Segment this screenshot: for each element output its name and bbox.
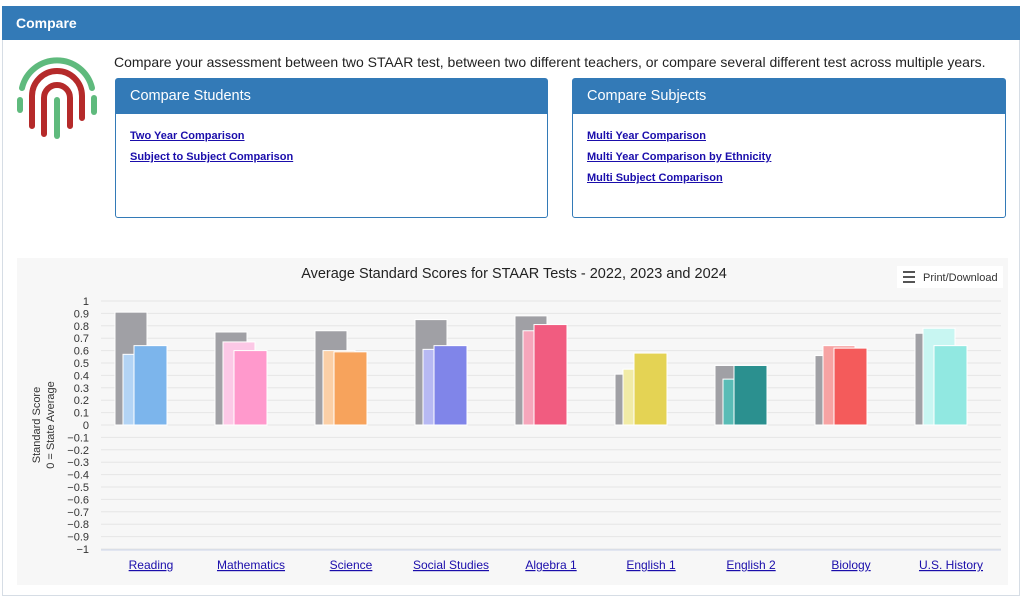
bar: [533, 324, 568, 426]
y-tick-label: 1: [83, 296, 89, 308]
bar: [733, 364, 768, 426]
x-tick-label[interactable]: English 1: [626, 558, 676, 572]
y-tick-label: 0.4: [74, 370, 89, 382]
y-tick-label: 0.5: [74, 358, 89, 370]
y-tick-label: 0.1: [74, 408, 89, 420]
panel: Compare Subjects Multi Year Comparison M…: [572, 78, 1006, 218]
y-tick-label: −0.6: [67, 494, 89, 506]
description: Compare your assessment between two STAA…: [114, 54, 986, 70]
y-tick-label: −0.7: [67, 507, 89, 519]
y-tick-label: 0.7: [74, 333, 89, 345]
fingerprint-icon: [17, 57, 97, 139]
y-tick-label: −0.4: [67, 470, 89, 482]
y-tick-label: 0.8: [74, 321, 89, 333]
x-tick-label[interactable]: Biology: [831, 558, 870, 572]
button-label[interactable]: Print/Download: [923, 272, 998, 284]
print-button[interactable]: Print/Download: [897, 266, 1003, 288]
y-tick-label: −0.8: [67, 519, 89, 531]
x-tick-label[interactable]: Social Studies: [413, 558, 489, 572]
bar: [133, 345, 168, 426]
link[interactable]: Multi Subject Comparison: [587, 172, 723, 184]
y-tick-label: −0.3: [67, 457, 89, 469]
header: Compare: [2, 6, 1020, 40]
y-tick-label: 0.9: [74, 308, 89, 320]
button-bg[interactable]: [897, 266, 1003, 288]
panel-title: Compare Students: [116, 79, 547, 114]
bar: [433, 345, 468, 426]
y-tick-label: −0.5: [67, 482, 89, 494]
bar: [233, 350, 268, 426]
y-axis-label: Standard Score: [31, 387, 43, 463]
bar: [833, 347, 868, 426]
x-tick-label[interactable]: English 2: [726, 558, 776, 572]
link[interactable]: Multi Year Comparison: [587, 130, 706, 142]
y-tick-label: −0.1: [67, 432, 89, 444]
bar: [633, 352, 668, 426]
x-tick-label[interactable]: Reading: [129, 558, 174, 572]
y-tick-label: −0.2: [67, 445, 89, 457]
chart-title: Average Standard Scores for STAAR Tests …: [301, 266, 727, 282]
bar: [333, 351, 368, 426]
panel: Compare Students Two Year Comparison Sub…: [115, 78, 548, 218]
bar: [933, 345, 968, 426]
menu-icon[interactable]: [903, 281, 915, 283]
y-tick-label: −1: [76, 544, 89, 556]
menu-icon[interactable]: [903, 271, 915, 273]
y-tick-label: 0: [83, 420, 89, 432]
menu-icon[interactable]: [903, 276, 915, 278]
link[interactable]: Multi Year Comparison by Ethnicity: [587, 151, 772, 163]
y-tick-label: 0.3: [74, 383, 89, 395]
y-tick-label: −0.9: [67, 532, 89, 544]
x-tick-label[interactable]: U.S. History: [919, 558, 983, 572]
panel-title: Compare Subjects: [573, 79, 1005, 114]
x-tick-label[interactable]: Algebra 1: [525, 558, 577, 572]
y-tick-label: 0.6: [74, 346, 89, 358]
link[interactable]: Two Year Comparison: [130, 130, 245, 142]
x-tick-label[interactable]: Science: [330, 558, 373, 572]
y-tick-label: 0.2: [74, 395, 89, 407]
x-tick-label[interactable]: Mathematics: [217, 558, 285, 572]
link[interactable]: Subject to Subject Comparison: [130, 151, 294, 163]
y-axis-label: 0 = State Average: [45, 381, 57, 469]
